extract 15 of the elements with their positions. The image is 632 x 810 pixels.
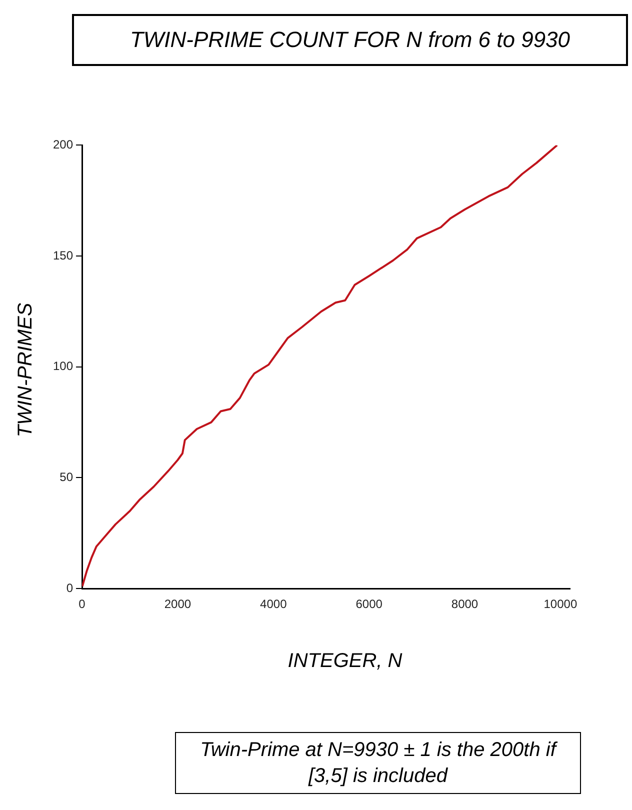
x-tick-label: 2000 [164, 597, 192, 612]
x-axis-title: INTEGER, N [288, 650, 402, 673]
text: Twin-Prime at N=9930 ± 1 is the 200th if [3,5] is included [175, 732, 581, 794]
y-axis-title: TWIN-PRIMES [14, 302, 38, 438]
y-tick-label: 100 [52, 359, 74, 374]
x-tick-label: 0 [78, 597, 86, 612]
y-tick-label: 50 [60, 470, 74, 484]
y-tick-label: 200 [52, 138, 74, 152]
y-tick-label: 0 [66, 580, 74, 595]
y-tick-label: 150 [52, 248, 74, 262]
x-tick-label: 10000 [544, 597, 578, 612]
chart-title: TWIN-PRIME COUNT FOR N from 6 to 9930 [72, 14, 628, 66]
x-tick-label: 8000 [451, 597, 478, 612]
x-tick-label: 6000 [356, 597, 383, 612]
x-tick-label: 4000 [260, 597, 288, 612]
